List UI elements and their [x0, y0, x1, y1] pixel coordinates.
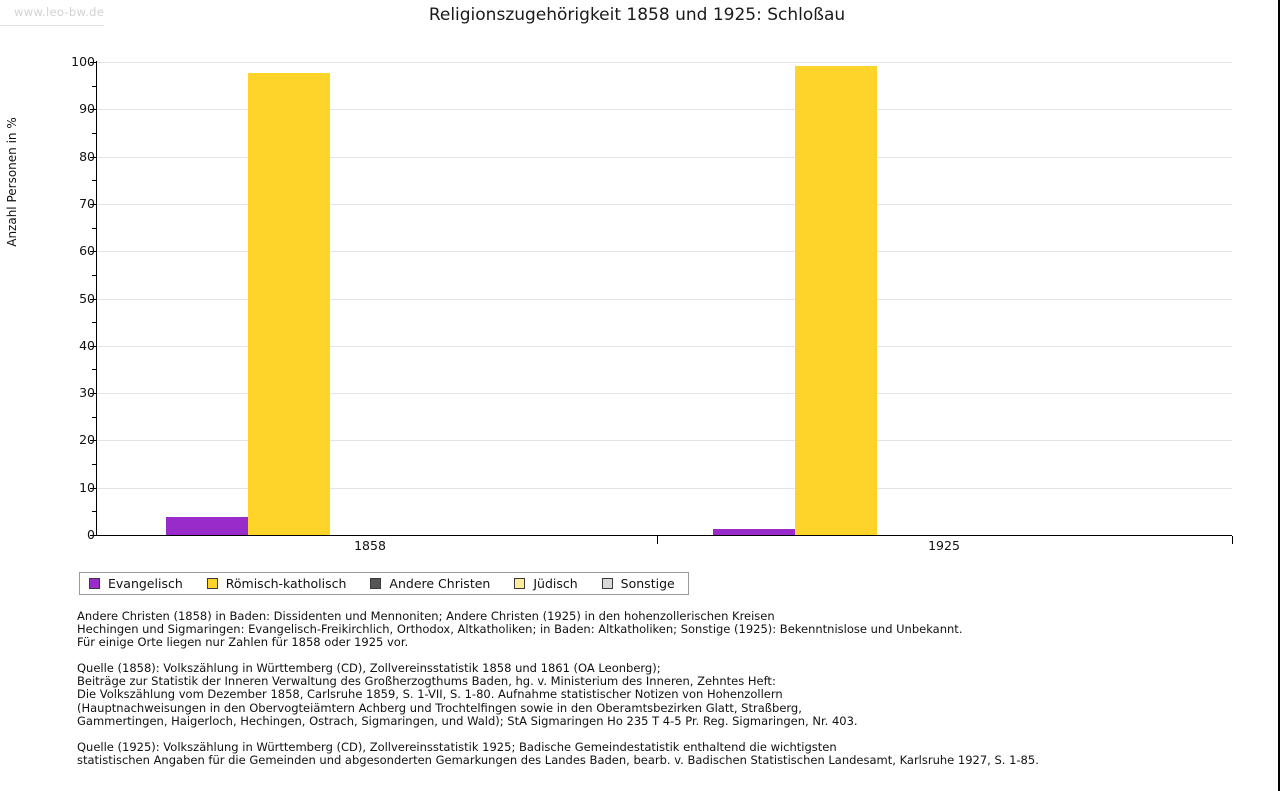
- y-tick-label: 20: [79, 432, 95, 448]
- legend-label: Sonstige: [620, 576, 675, 591]
- x-axis-line: [96, 535, 1232, 537]
- y-tick-minor: [92, 132, 97, 134]
- y-tick-label: 40: [79, 337, 95, 353]
- y-tick-label: 80: [79, 148, 95, 164]
- legend-item[interactable]: Evangelisch: [89, 576, 183, 591]
- legend-item[interactable]: Römisch-katholisch: [206, 576, 347, 591]
- legend-item[interactable]: Sonstige: [601, 576, 675, 591]
- plot-area: [97, 62, 1232, 535]
- legend-label: Jüdisch: [533, 576, 578, 591]
- gridline: [97, 156, 1232, 158]
- gridline: [97, 345, 1232, 347]
- y-tick-major: [90, 535, 97, 536]
- legend-item[interactable]: Andere Christen: [370, 576, 490, 591]
- bar: [248, 72, 330, 535]
- gridline: [97, 298, 1232, 300]
- y-tick-minor: [92, 369, 97, 371]
- y-tick-major: [90, 62, 97, 63]
- gridline: [97, 203, 1232, 205]
- footnote-line: statistischen Angaben für die Gemeinden …: [77, 753, 1039, 768]
- legend-label: Andere Christen: [389, 576, 491, 591]
- bar: [795, 65, 877, 535]
- y-tick-label: 30: [79, 385, 95, 401]
- page-title: Religionszugehörigkeit 1858 und 1925: Sc…: [428, 5, 846, 25]
- footnote-source-1925: Quelle (1925): Volkszählung in Württembe…: [77, 740, 1039, 768]
- y-tick-minor: [92, 274, 97, 276]
- legend-swatch-icon: [601, 578, 613, 589]
- footnote-notes: Andere Christen (1858) in Baden: Disside…: [77, 609, 963, 650]
- gridline: [97, 251, 1232, 253]
- gridline: [97, 62, 1232, 63]
- legend-label: Evangelisch: [108, 576, 183, 591]
- gridline: [97, 440, 1232, 442]
- y-tick-major: [90, 109, 97, 111]
- legend: Evangelisch Römisch-katholisch Andere Chri…: [79, 572, 689, 595]
- watermark-divider: [0, 25, 104, 26]
- legend-swatch-icon: [89, 578, 100, 589]
- footnote-line: Für einige Orte liegen nur Zahlen für 18…: [77, 635, 409, 650]
- y-tick-minor: [92, 85, 97, 87]
- y-tick-label: 100: [71, 54, 95, 69]
- gridline: [97, 393, 1232, 395]
- site-watermark: www.leo-bw.de: [14, 5, 105, 19]
- footnote-line: Hechingen und Sigmaringen: Evangelisch-F…: [77, 622, 963, 637]
- y-tick-major: [90, 345, 97, 347]
- legend-swatch-icon: [370, 578, 382, 589]
- footnote-line: Die Volkszählung vom Dezember 1858, Carl…: [77, 687, 783, 702]
- y-tick-label: 50: [79, 290, 95, 306]
- y-tick-major: [90, 487, 97, 489]
- y-tick-label: 60: [79, 243, 95, 259]
- footnote-source-1858: Quelle (1858): Volkszählung in Württembe…: [77, 661, 858, 728]
- gridline: [97, 109, 1232, 111]
- bar: [713, 529, 795, 535]
- y-tick-minor: [92, 511, 97, 513]
- x-tick: [657, 536, 659, 544]
- y-tick-minor: [92, 464, 97, 466]
- y-tick-major: [90, 203, 97, 205]
- y-tick-minor: [92, 322, 97, 324]
- y-tick-major: [90, 156, 97, 158]
- footnote-line: Gammertingen, Haigerloch, Hechingen, Ost…: [77, 713, 858, 728]
- y-tick-label: 0: [87, 527, 95, 542]
- y-tick-minor: [92, 227, 97, 229]
- footnote-line: Andere Christen (1858) in Baden: Disside…: [77, 609, 775, 623]
- y-tick-label: 90: [79, 101, 95, 117]
- footnote-line: Beiträge zur Statistik der Inneren Verwa…: [77, 674, 776, 689]
- legend-swatch-icon: [206, 578, 218, 589]
- y-tick-major: [90, 298, 97, 300]
- bar: [166, 517, 248, 535]
- y-tick-major: [90, 393, 97, 395]
- y-tick-label: 10: [79, 479, 95, 495]
- gridline: [97, 487, 1232, 489]
- footnote-line: (Hauptnachweisungen in den Obervogteiämt…: [77, 700, 802, 715]
- x-category-label: 1858: [354, 538, 386, 553]
- y-tick-minor: [92, 180, 97, 182]
- footnote-line: Quelle (1858): Volkszählung in Württembe…: [77, 661, 661, 675]
- x-tick: [1232, 536, 1234, 544]
- legend-swatch-icon: [514, 578, 526, 589]
- x-category-label: 1925: [928, 538, 960, 553]
- y-tick-major: [90, 440, 97, 442]
- legend-item[interactable]: Jüdisch: [514, 576, 578, 591]
- footnote-line: Quelle (1925): Volkszählung in Württembe…: [77, 740, 837, 754]
- legend-label: Römisch-katholisch: [225, 576, 347, 591]
- y-axis-label: Anzahl Personen in %: [5, 117, 19, 247]
- y-tick-minor: [92, 416, 97, 418]
- y-tick-label: 70: [79, 195, 95, 211]
- y-tick-major: [90, 251, 97, 253]
